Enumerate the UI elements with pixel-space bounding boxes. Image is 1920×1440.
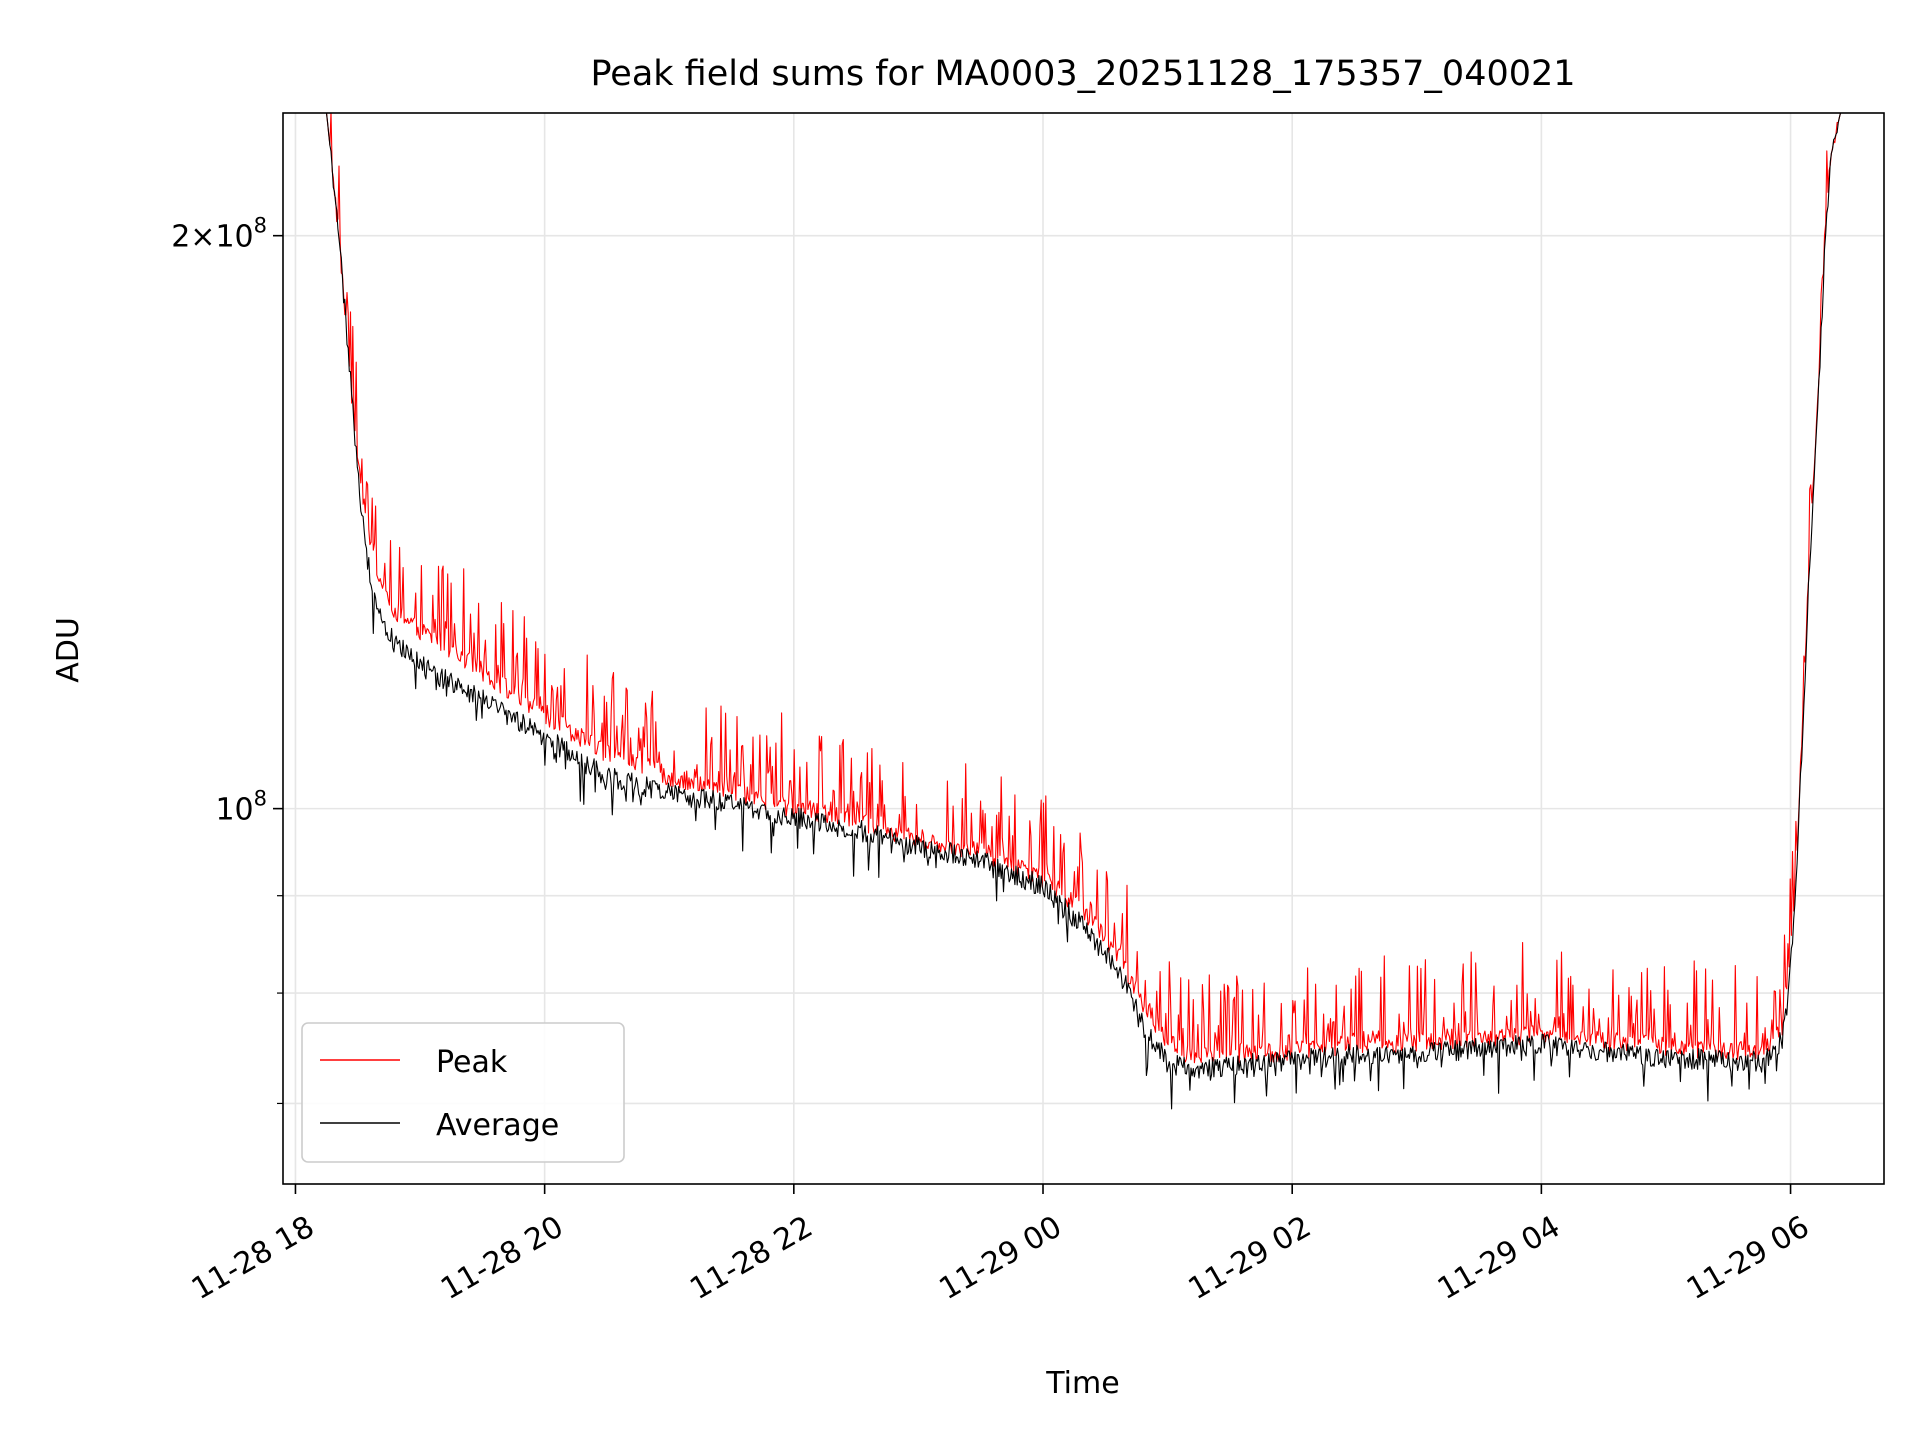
y-tick-label: 2×108 [171, 214, 267, 255]
legend-box [301, 1022, 625, 1163]
legend-label-average: Average [436, 1108, 559, 1143]
y-axis-label: ADU [51, 617, 86, 683]
series-line-average [283, 113, 1884, 1110]
series-group [283, 113, 1884, 1110]
y-tick-label: 108 [215, 787, 267, 828]
series-line-peak [283, 113, 1884, 1065]
legend: Peak Average [301, 1022, 625, 1163]
plot-area [283, 113, 1884, 1184]
plot-frame [282, 112, 1885, 1185]
chart-title: Peak field sums for MA0003_20251128_1753… [590, 54, 1575, 94]
x-axis-label: Time [1045, 1366, 1119, 1401]
legend-label-peak: Peak [436, 1045, 508, 1080]
